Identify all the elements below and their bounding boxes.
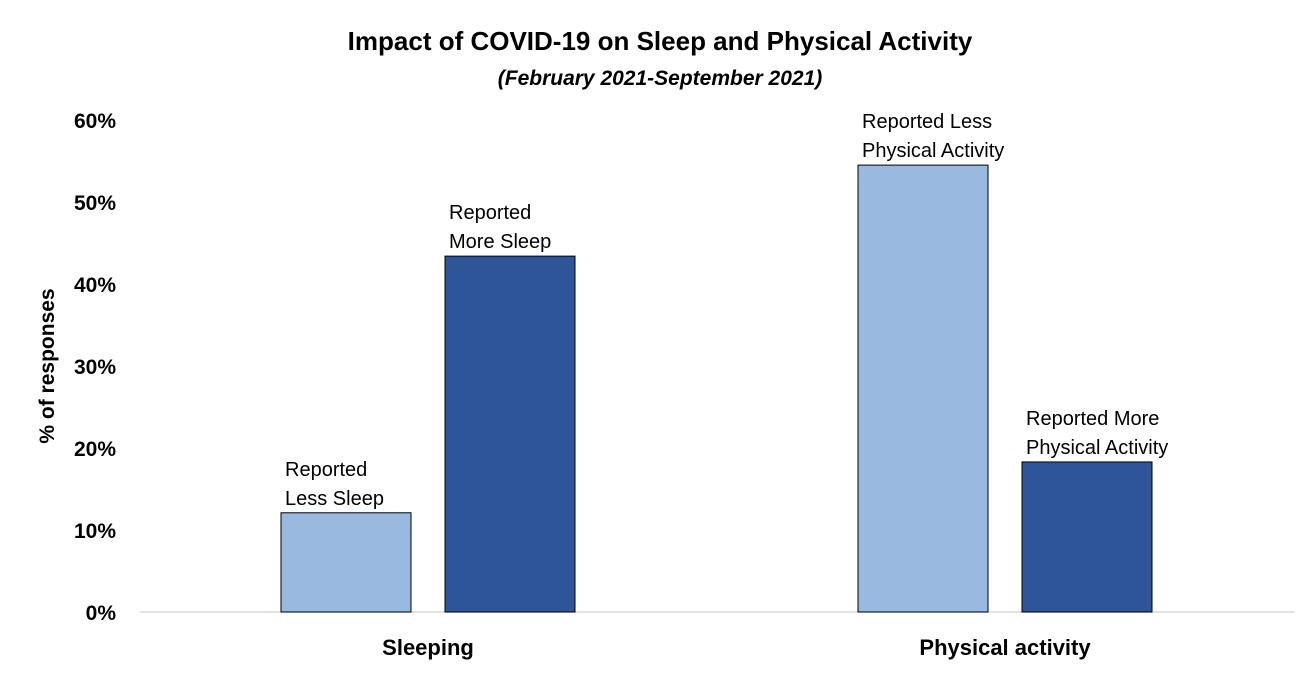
y-tick-label: 0% bbox=[86, 602, 117, 625]
y-axis-label: % of responses bbox=[36, 288, 59, 443]
y-tick-label: 60% bbox=[74, 110, 116, 133]
bar-data-label: Less Sleep bbox=[285, 488, 384, 510]
bar bbox=[1021, 461, 1153, 613]
y-tick-label: 30% bbox=[74, 356, 116, 379]
bar-data-label: More Sleep bbox=[449, 231, 551, 253]
bar bbox=[444, 255, 576, 613]
y-tick-label: 10% bbox=[74, 520, 116, 543]
chart-subtitle: (February 2021-September 2021) bbox=[498, 67, 823, 90]
bars-group bbox=[280, 164, 1153, 613]
bar bbox=[280, 512, 412, 613]
bar-data-label: Reported bbox=[449, 202, 531, 224]
y-tick-label: 40% bbox=[74, 274, 116, 297]
bar-data-label: Reported Less bbox=[862, 111, 992, 133]
chart-title: Impact of COVID-19 on Sleep and Physical… bbox=[348, 26, 973, 56]
x-tick-label: Physical activity bbox=[919, 635, 1091, 660]
bar-data-label: Physical Activity bbox=[862, 140, 1004, 162]
x-axis-ticks: Sleeping Physical activity bbox=[382, 635, 1091, 660]
bar-data-label: Reported More bbox=[1026, 408, 1159, 430]
bar bbox=[857, 164, 989, 613]
bar-data-label: Reported bbox=[285, 459, 367, 481]
y-tick-label: 50% bbox=[74, 192, 116, 215]
bar-labels-group: Reported Less Sleep Reported More Sleep Repo… bbox=[285, 111, 1168, 510]
x-tick-label: Sleeping bbox=[382, 635, 474, 660]
bar-data-label: Physical Activity bbox=[1026, 437, 1168, 459]
y-axis-ticks: 0% 10% 20% 30% 40% 50% 60% bbox=[74, 110, 116, 625]
y-tick-label: 20% bbox=[74, 438, 116, 461]
